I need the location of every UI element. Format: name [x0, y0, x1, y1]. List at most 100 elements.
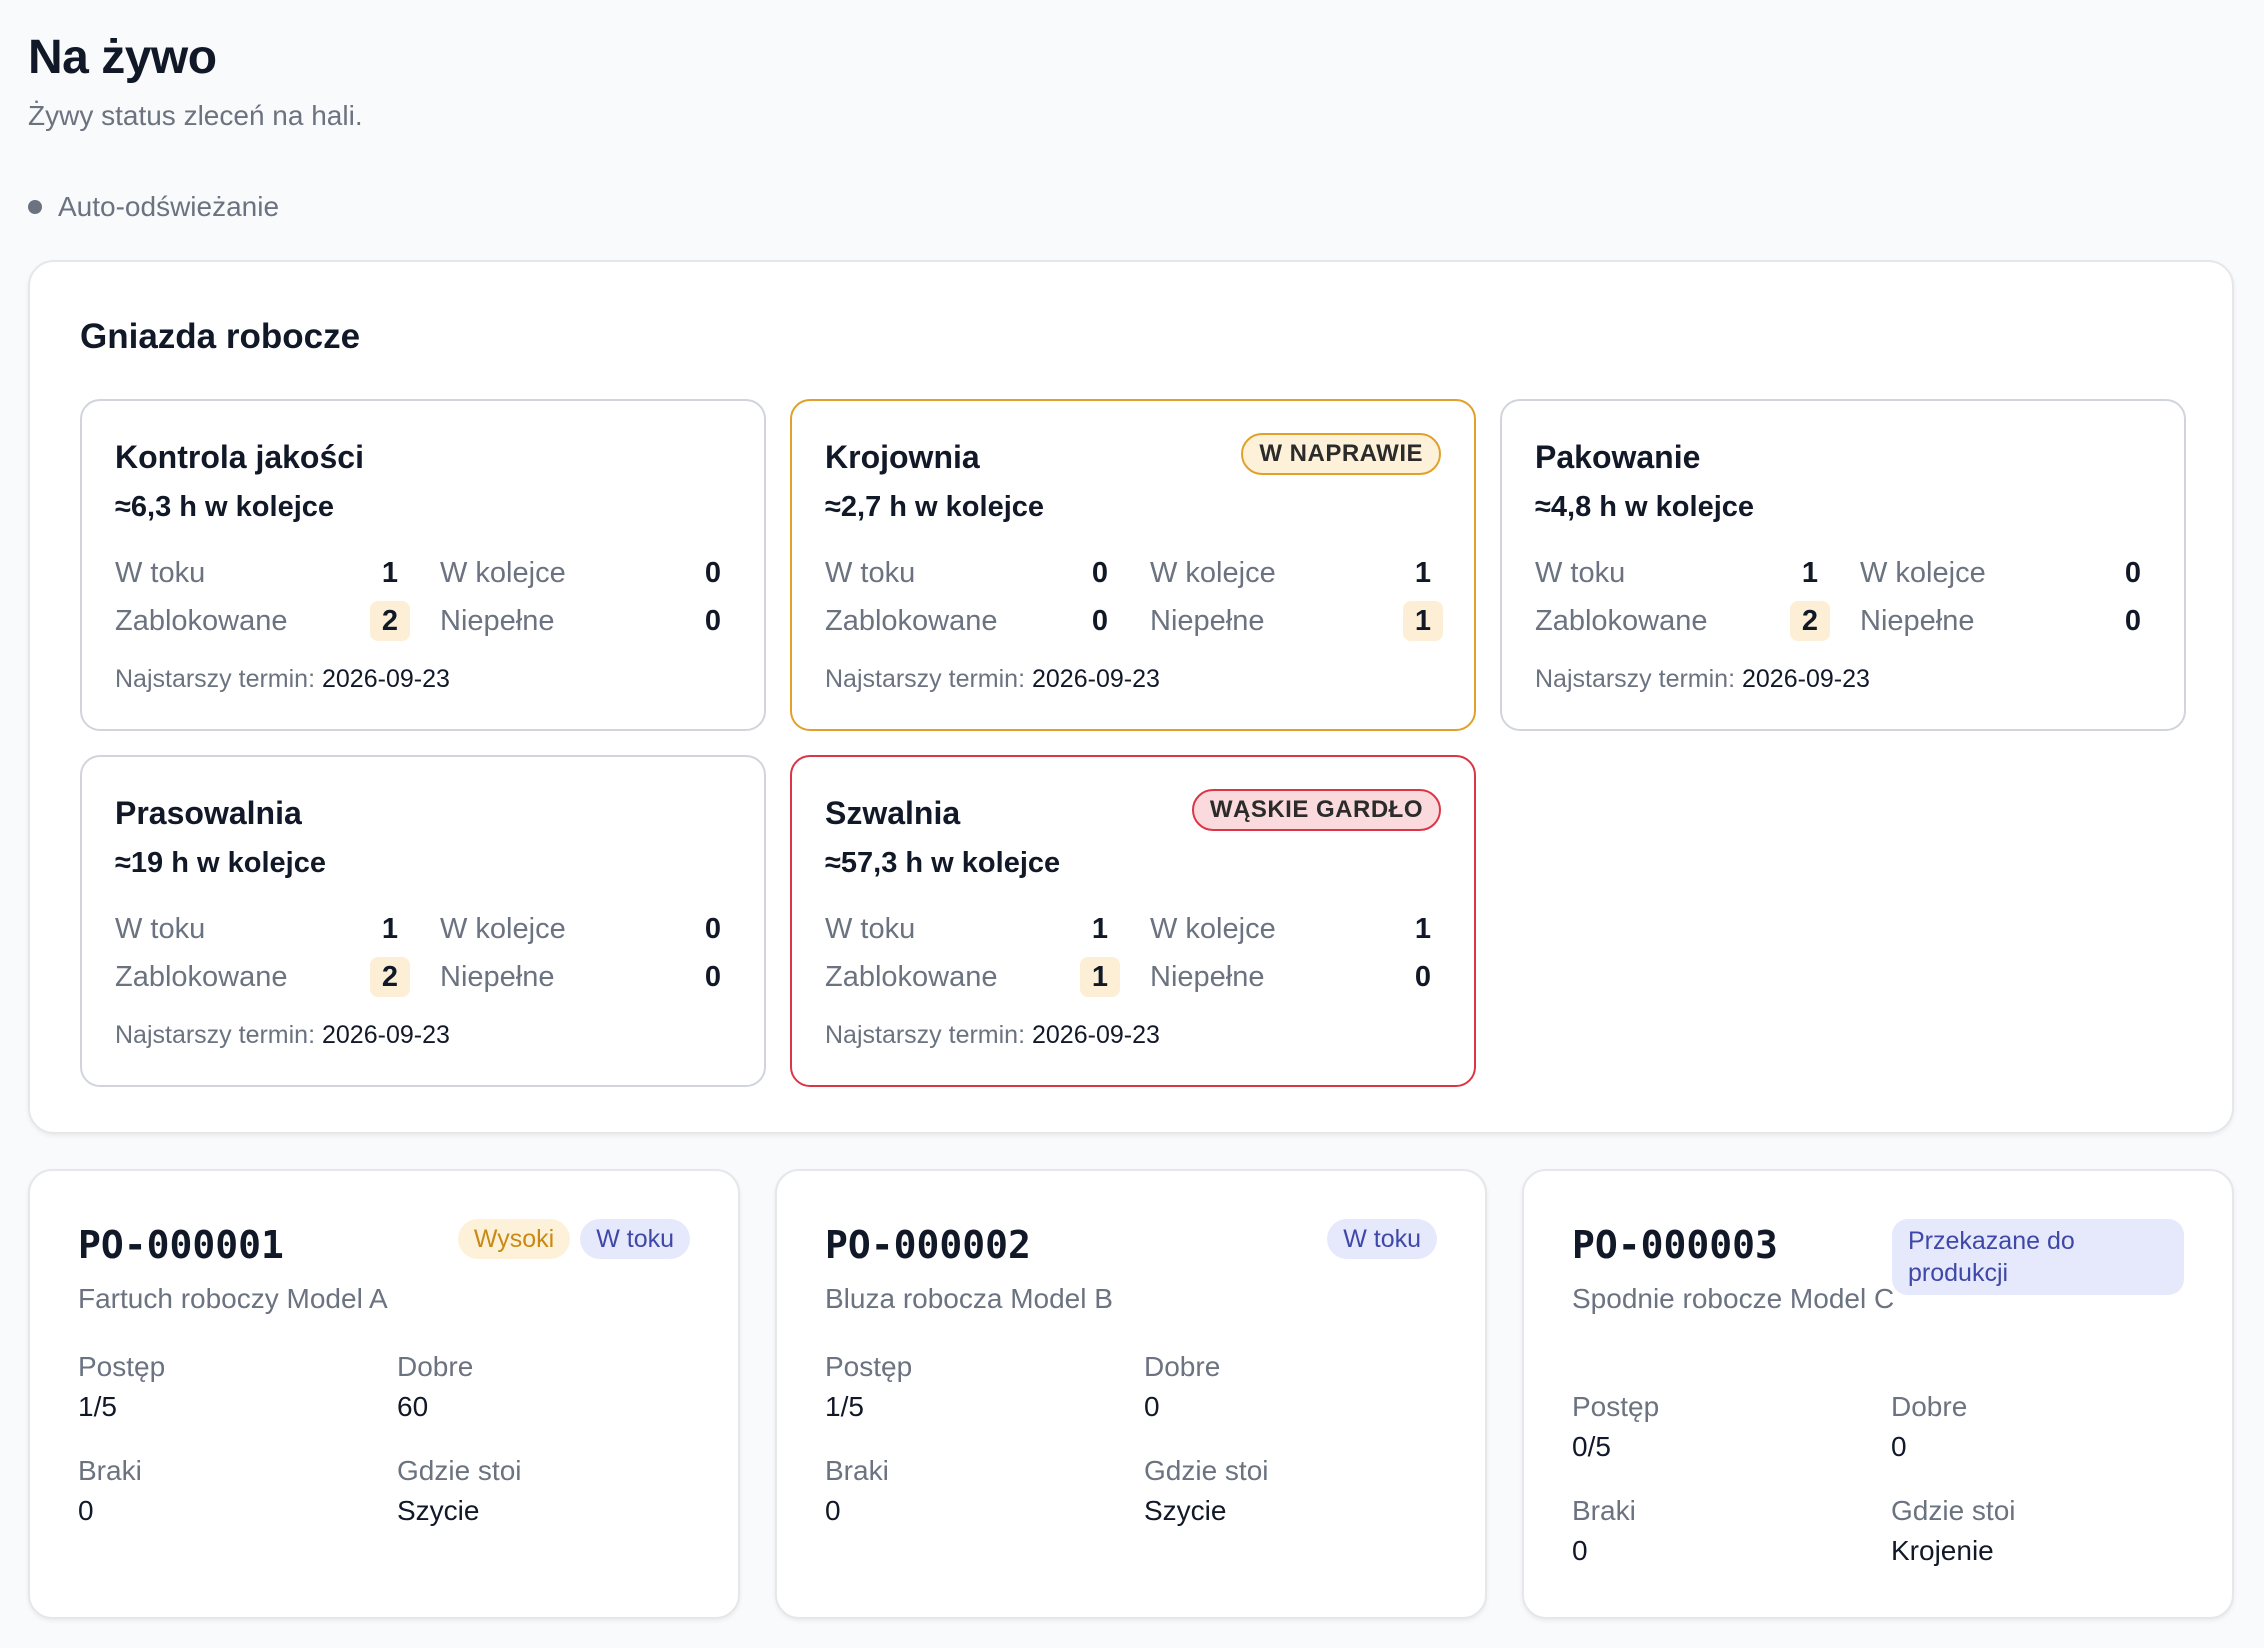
workcenter-name: Szwalnia — [825, 795, 961, 831]
location-field: Gdzie stoi Szycie — [1144, 1451, 1269, 1531]
oldest-deadline-date: 2026-09-23 — [1032, 665, 1160, 693]
scrap-label: Braki — [825, 1455, 889, 1486]
order-product: Fartuch roboczy Model A — [78, 1283, 388, 1314]
status-badge: W NAPRAWIE — [1241, 433, 1441, 475]
workcenter-name: Pakowanie — [1535, 439, 1701, 475]
incomplete-label: Niepełne — [440, 605, 555, 637]
oldest-deadline-label: Najstarszy termin: — [115, 665, 316, 693]
incomplete-label: Niepełne — [1860, 605, 1975, 637]
queued-value: 1 — [1414, 913, 1432, 945]
order-card-po-000003[interactable]: PO-000003 Przekazane do produkcji Spodni… — [1522, 1169, 2234, 1619]
blocked-value: 2 — [1790, 601, 1830, 641]
workcenters-panel: Gniazda robocze Kontrola jakości ≈6,3 h … — [28, 260, 2234, 1134]
scrap-value: 0 — [78, 1495, 94, 1526]
stat-row: W toku 1 W kolejce 0 — [115, 551, 733, 595]
incomplete-value: 0 — [2124, 605, 2142, 637]
workcenter-card-szwalnia[interactable]: Szwalnia WĄSKIE GARDŁO ≈57,3 h w kolejce… — [790, 755, 1476, 1087]
workcenter-queue-time: ≈2,7 h w kolejce — [825, 491, 1045, 523]
order-product: Spodnie robocze Model C — [1572, 1283, 1895, 1314]
page-subtitle: Żywy status zleceń na hali. — [28, 100, 363, 131]
oldest-deadline-date: 2026-09-23 — [1742, 665, 1870, 693]
order-product: Bluza robocza Model B — [825, 1283, 1113, 1314]
scrap-value: 0 — [825, 1495, 841, 1526]
stat-row: Zablokowane 1 Niepełne 0 — [825, 955, 1443, 999]
in-progress-value: 1 — [1801, 557, 1819, 589]
queued-label: W kolejce — [1150, 913, 1276, 945]
order-number[interactable]: PO-000002 — [825, 1223, 1031, 1267]
queued-label: W kolejce — [1150, 557, 1276, 589]
oldest-deadline: Najstarszy termin: 2026-09-23 — [825, 665, 1160, 694]
stat-row: W toku 1 W kolejce 0 — [115, 907, 733, 951]
in-progress-label: W toku — [825, 913, 916, 945]
order-card-po-000002[interactable]: PO-000002 W toku Bluza robocza Model B P… — [775, 1169, 1487, 1619]
incomplete-label: Niepełne — [1150, 961, 1265, 993]
incomplete-label: Niepełne — [1150, 605, 1265, 637]
in-progress-label: W toku — [825, 557, 916, 589]
progress-value: 1/5 — [825, 1391, 864, 1422]
scrap-label: Braki — [78, 1455, 142, 1486]
workcenter-queue-time: ≈19 h w kolejce — [115, 847, 326, 879]
location-field: Gdzie stoi Krojenie — [1891, 1491, 2016, 1571]
workcenter-card-kontrola-jakosci[interactable]: Kontrola jakości ≈6,3 h w kolejce W toku… — [80, 399, 766, 731]
oldest-deadline: Najstarszy termin: 2026-09-23 — [1535, 665, 1870, 694]
oldest-deadline-label: Najstarszy termin: — [825, 665, 1026, 693]
blocked-label: Zablokowane — [1535, 605, 1708, 637]
oldest-deadline-label: Najstarszy termin: — [1535, 665, 1736, 693]
status-tag: Przekazane do produkcji — [1892, 1219, 2184, 1295]
workcenter-card-prasowalnia[interactable]: Prasowalnia ≈19 h w kolejce W toku 1 W k… — [80, 755, 766, 1087]
queued-label: W kolejce — [1860, 557, 1986, 589]
oldest-deadline-label: Najstarszy termin: — [825, 1021, 1026, 1049]
queued-label: W kolejce — [440, 557, 566, 589]
blocked-label: Zablokowane — [115, 605, 288, 637]
stat-row: W toku 0 W kolejce 1 — [825, 551, 1443, 595]
location-label: Gdzie stoi — [397, 1455, 522, 1486]
in-progress-value: 1 — [381, 557, 399, 589]
location-value: Szycie — [1144, 1495, 1227, 1526]
location-label: Gdzie stoi — [1144, 1455, 1269, 1486]
incomplete-label: Niepełne — [440, 961, 555, 993]
progress-label: Postęp — [1572, 1391, 1660, 1422]
in-progress-value: 1 — [381, 913, 399, 945]
oldest-deadline-date: 2026-09-23 — [322, 1021, 450, 1049]
in-progress-label: W toku — [115, 557, 206, 589]
location-label: Gdzie stoi — [1891, 1495, 2016, 1526]
status-tag: W toku — [580, 1219, 690, 1259]
progress-label: Postęp — [78, 1351, 166, 1382]
priority-tag: Wysoki — [457, 1219, 571, 1259]
workcenter-queue-time: ≈57,3 h w kolejce — [825, 847, 1061, 879]
location-value: Krojenie — [1891, 1535, 1994, 1566]
order-number[interactable]: PO-000003 — [1572, 1223, 1778, 1267]
location-value: Szycie — [397, 1495, 480, 1526]
queued-value: 0 — [704, 557, 722, 589]
stat-row: Zablokowane 2 Niepełne 0 — [115, 599, 733, 643]
workcenter-card-pakowanie[interactable]: Pakowanie ≈4,8 h w kolejce W toku 1 W ko… — [1500, 399, 2186, 731]
good-label: Dobre — [397, 1351, 474, 1382]
oldest-deadline: Najstarszy termin: 2026-09-23 — [115, 665, 450, 694]
stat-row: Zablokowane 2 Niepełne 0 — [115, 955, 733, 999]
auto-refresh-indicator[interactable]: Auto-odświeżanie — [28, 191, 279, 223]
in-progress-label: W toku — [115, 913, 206, 945]
order-tags: Przekazane do produkcji — [1892, 1219, 2184, 1295]
progress-value: 0/5 — [1572, 1431, 1611, 1462]
order-number[interactable]: PO-000001 — [78, 1223, 284, 1267]
good-value: 0 — [1144, 1391, 1160, 1422]
auto-refresh-label: Auto-odświeżanie — [58, 191, 280, 222]
progress-value: 1/5 — [78, 1391, 117, 1422]
oldest-deadline: Najstarszy termin: 2026-09-23 — [825, 1021, 1160, 1050]
workcenter-card-krojownia[interactable]: Krojownia W NAPRAWIE ≈2,7 h w kolejce W … — [790, 399, 1476, 731]
oldest-deadline-date: 2026-09-23 — [322, 665, 450, 693]
order-tags: Wysoki W toku — [457, 1219, 690, 1259]
blocked-value: 2 — [370, 957, 410, 997]
status-tag: W toku — [1327, 1219, 1437, 1259]
incomplete-value: 0 — [704, 961, 722, 993]
progress-field: Postęp 1/5 — [825, 1347, 912, 1427]
blocked-value: 1 — [1080, 957, 1120, 997]
good-label: Dobre — [1891, 1391, 1968, 1422]
scrap-field: Braki 0 — [1572, 1491, 1636, 1571]
blocked-label: Zablokowane — [825, 605, 998, 637]
queued-value: 1 — [1414, 557, 1432, 589]
good-field: Dobre 0 — [1891, 1387, 1967, 1467]
incomplete-value: 0 — [704, 605, 722, 637]
order-card-po-000001[interactable]: PO-000001 Wysoki W toku Fartuch roboczy … — [28, 1169, 740, 1619]
in-progress-value: 1 — [1091, 913, 1109, 945]
